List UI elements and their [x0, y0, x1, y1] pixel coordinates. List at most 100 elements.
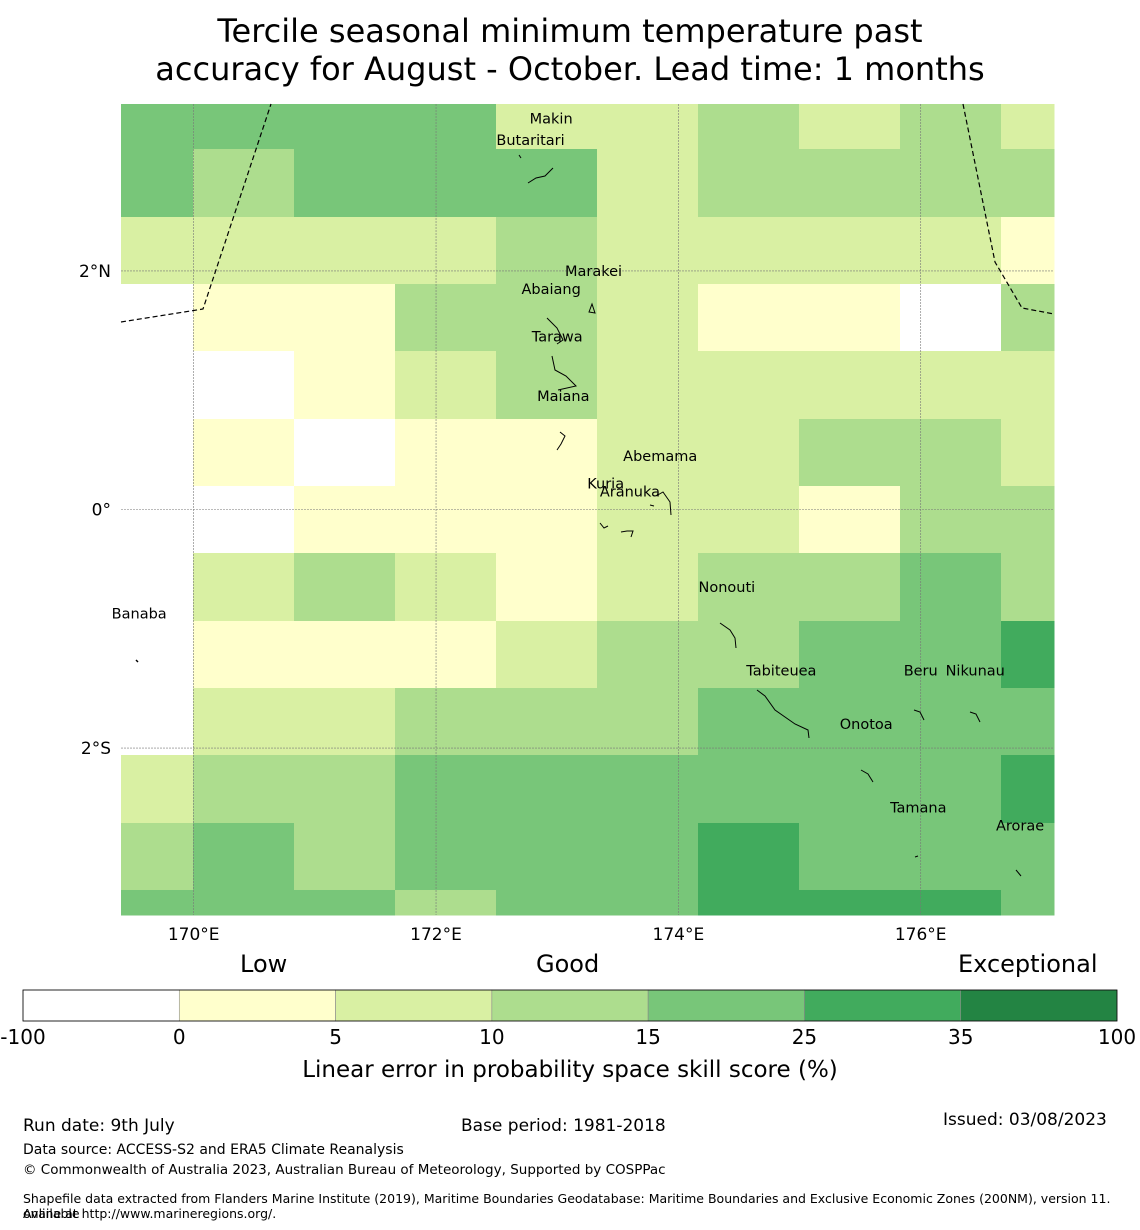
grid-cell [597, 217, 699, 285]
grid-cell [900, 755, 1002, 824]
grid-cell [496, 890, 598, 916]
grid-cell [395, 823, 497, 891]
island-shape-tarawa [551, 355, 577, 391]
island-shape-tabiteuea [756, 689, 810, 739]
grid-cell [1001, 419, 1055, 487]
grid-cell [193, 553, 295, 622]
colorbar-bin [647, 989, 805, 1022]
grid-cell [1001, 104, 1055, 150]
grid-cell [496, 823, 598, 891]
shapefile-credit-line-2: online at http://www.marineregions.org/. [23, 1206, 277, 1221]
island-shape-makin [518, 154, 522, 159]
issued-date: Issued: 03/08/2023 [943, 1110, 1107, 1130]
lat-tick-label: 2°S [81, 739, 111, 759]
grid-cell [799, 351, 901, 420]
island-label: Nonouti [699, 580, 756, 596]
grid-cell [496, 217, 598, 285]
island-shape-abaiang [546, 317, 564, 345]
grid-cell [193, 419, 295, 487]
colorbar-tick-label: 0 [173, 1025, 186, 1049]
grid-cell [193, 688, 295, 756]
grid-cell [395, 351, 497, 420]
grid-cell [193, 890, 295, 916]
grid-cell [799, 419, 901, 487]
grid-cell [799, 486, 901, 554]
island-label: Tamana [889, 801, 946, 817]
grid-cell [294, 890, 396, 916]
colorbar [22, 989, 1118, 1022]
grid-cell [395, 284, 497, 352]
grid-cell [698, 419, 800, 487]
island-shape-arorae [1015, 869, 1022, 877]
grid-cell [1001, 351, 1055, 420]
grid-cell [193, 621, 295, 689]
colorbar-bin [804, 989, 962, 1022]
grid-cell [597, 755, 699, 824]
grid-cell [900, 149, 1002, 218]
grid-cell [121, 688, 194, 756]
island-shape-marakei [588, 302, 596, 314]
island-shape-maiana [556, 431, 566, 451]
data-source: Data source: ACCESS-S2 and ERA5 Climate … [23, 1142, 404, 1158]
island-label: Maiana [537, 389, 589, 405]
lat-tick-label: 2°N [79, 262, 111, 282]
island-shape-nonouti [719, 622, 737, 649]
grid-cell [395, 217, 497, 285]
graticule [121, 104, 1054, 915]
island-shape-kuria [599, 522, 609, 529]
grid-cell [900, 217, 1002, 285]
lon-tick-label: 172°E [410, 925, 462, 945]
eez-boundary-east [962, 103, 1055, 315]
island-shape-butaritari [527, 167, 554, 184]
colorbar-bin [22, 989, 180, 1022]
grid-cell [900, 351, 1002, 420]
grid-cell [395, 104, 497, 150]
lon-tick-label: 170°E [168, 925, 220, 945]
grid-cell [799, 104, 901, 150]
colorbar-bin [178, 989, 336, 1022]
island-label: Arorae [996, 819, 1044, 835]
grid-cell [121, 755, 194, 824]
grid-cell [294, 755, 396, 824]
colorbar-category-low: Low [240, 950, 288, 978]
island-label: Banaba [112, 606, 167, 622]
grid-cell [121, 104, 194, 150]
colorbar-bin [491, 989, 649, 1022]
island-labels: Makin Butaritari Marakei Abaiang Tarawa Maian… [112, 111, 1045, 834]
island-outlines [135, 154, 1022, 877]
grid-cell [121, 419, 194, 487]
grid-cell [294, 823, 396, 891]
grid-cell [294, 419, 396, 487]
grid-cell [1001, 823, 1055, 891]
eez-boundaries [120, 103, 1055, 323]
colorbar-tick-label: 15 [635, 1025, 660, 1049]
grid-cell [294, 284, 396, 352]
grid-cell [193, 486, 295, 554]
grid-cell [900, 419, 1002, 487]
lon-tick-label: 176°E [895, 925, 947, 945]
colorbar-category-exceptional: Exceptional [958, 950, 1098, 978]
grid-cell [496, 351, 598, 420]
grid-cell [597, 823, 699, 891]
copyright: © Commonwealth of Australia 2023, Austra… [23, 1162, 666, 1178]
grid-cell [294, 149, 396, 218]
grid-cell [1001, 621, 1055, 689]
grid-cell [496, 104, 598, 150]
grid-cell [799, 621, 901, 689]
colorbar-ticks: -100 0 5 10 15 25 35 100 [0, 1025, 1136, 1049]
grid-cell [597, 419, 699, 487]
title-line-1: Tercile seasonal minimum temperature pas… [217, 12, 923, 50]
grid-cell [121, 621, 194, 689]
grid-cell [698, 823, 800, 891]
island-label: Nikunau [946, 664, 1005, 680]
grid-cell [799, 755, 901, 824]
grid-cell [1001, 890, 1055, 916]
grid-cell [121, 351, 194, 420]
grid-cell [193, 284, 295, 352]
colorbar-bin [960, 989, 1118, 1022]
island-shape-beru [913, 709, 925, 721]
grid-cell [698, 621, 800, 689]
grid-cell [193, 823, 295, 891]
grid-cell [597, 621, 699, 689]
island-shape-nikunau [969, 711, 981, 723]
